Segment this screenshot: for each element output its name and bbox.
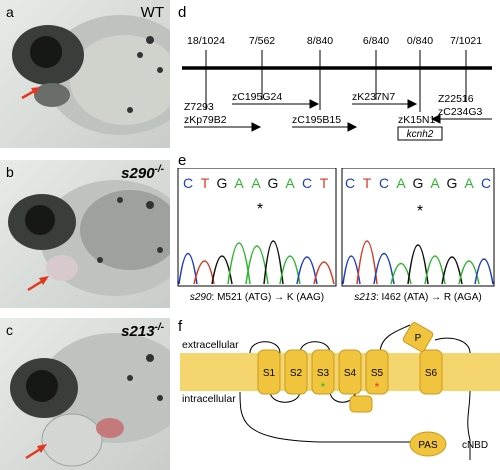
pas-domain [409,431,447,457]
pore-label: P [415,333,422,344]
base-letter: G [217,175,228,191]
mutation-star: * [257,201,263,218]
s4-s5-linker-helix [349,395,373,413]
recombinant-count: 0/840 [407,35,433,47]
channel-topology-diagram: extracellular intracellular S1 S2 S3 S4 … [180,322,500,460]
base-letter: G [413,175,424,191]
base-letter: A [464,175,474,191]
genotype-label-s213: s213-/- [121,322,164,340]
chromatogram-left [177,168,337,287]
genotype-label-s290: s290-/- [121,164,164,182]
sequencing-chromatograms: C T G A A G A C T C T C A G A G A C * * [177,168,495,303]
gene-label: kcnh2 [407,129,434,140]
gene-box [397,126,443,141]
base-letter: G [447,175,458,191]
marker-label: zC195G24 [232,91,282,103]
transmembrane-segments [257,349,443,395]
photo-s213-mutant: c s213-/- [0,318,170,470]
base-letter: A [430,175,440,191]
segment-label: S3 [317,368,330,379]
cnbd-label: cNBD [462,440,488,451]
mutation-star: * [417,203,423,220]
genetic-map-diagram: 18/1024 7/562 8/840 6/840 0/840 7/1021 Z… [182,35,492,141]
marker-label: zK15N1 [398,114,436,126]
base-letter: C [481,175,491,191]
segment-label: S5 [371,368,384,379]
panel-letter-b: b [6,164,14,180]
base-letter: C [183,175,193,191]
intracellular-label: intracellular [182,393,236,405]
photo-s290-mutant: b s290-/- [0,160,170,308]
mutation-caption-s290: s290: M521 (ATG) → K (AAG) [190,292,324,303]
recombinant-count: 7/1021 [450,35,482,47]
segment-label: S4 [344,368,357,379]
recombinant-count: 18/1024 [187,35,225,47]
marker-label: zC234G3 [438,106,483,118]
red-arrow-icon [37,444,47,453]
recombinant-count: 8/840 [307,35,333,47]
embryo-s213-drawing [10,333,170,467]
panel-letter-f: f [178,318,183,335]
panel-letter-e: e [178,152,187,169]
embryo-s290-drawing [8,180,170,296]
marker-label: Z22516 [438,93,474,105]
star-s213-site: * [321,380,326,394]
base-letter: T [201,175,210,191]
panel-letter-c: c [6,322,13,338]
base-letter: G [268,175,279,191]
chromatogram-right [341,168,495,287]
base-letter: C [302,175,312,191]
panel-letter-a: a [6,4,14,20]
pore-helix [402,322,434,352]
embryo-wt-drawing [12,15,170,135]
pas-linker [239,391,410,443]
segment-label: S6 [425,368,438,379]
segment-label: S2 [290,368,303,379]
marker-label: zKp79B2 [184,114,227,126]
panel-letter-d: d [178,4,187,21]
base-letter: A [234,175,244,191]
recombinant-count: 6/840 [363,35,389,47]
photo-wild-type: a WT [0,0,170,148]
pas-label: PAS [418,440,438,451]
recombinant-count: 7/562 [249,35,275,47]
marker-label: Z7293 [184,101,214,113]
base-letter: A [251,175,261,191]
genotype-label-wt: WT [140,4,164,21]
mutation-caption-s213: s213: I462 (ATA) → R (AGA) [354,292,481,303]
base-letter: A [396,175,406,191]
red-arrow-icon [39,276,49,285]
base-letter: T [363,175,372,191]
trace-peaks-right [342,240,494,285]
base-letter: C [379,175,389,191]
marker-label: zK237N7 [352,91,395,103]
segment-label: S1 [263,368,276,379]
base-letter: A [285,175,295,191]
base-letter: T [320,175,329,191]
extracellular-label: extracellular [182,339,239,351]
star-s290-site: * [375,380,380,394]
red-arrow-icon [31,87,40,95]
base-letter: C [345,175,355,191]
marker-label: zC195B15 [292,114,341,126]
trace-peaks-left [178,240,335,285]
